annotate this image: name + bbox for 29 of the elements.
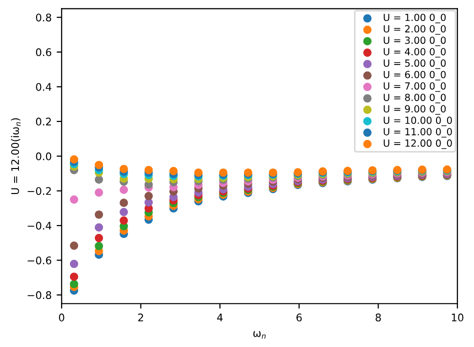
y-tick-label: −0.6 [28,256,52,264]
legend-label: U = 9.00 0_0 [384,105,446,115]
x-tick-label: 2 [138,314,144,322]
x-tick-label: 4 [217,314,223,322]
y-tick-label: 0.4 [36,82,52,91]
legend-label: U = 8.00 0_0 [384,94,446,104]
y-axis-title: U = 12.00(iω$_{n}$) [10,118,21,194]
legend-label: U = 3.00 0_0 [384,36,446,46]
legend-label: U = 7.00 0_0 [384,82,446,92]
y-tick-label: 0.2 [36,118,51,126]
legend-label: U = 12.00 0_0 [384,139,452,149]
legend-label: U = 10.00 0_0 [384,116,452,126]
y-tick-label: 0.8 [36,14,52,22]
y-tick-label: −0.2 [28,187,51,195]
y-tick-label: −0.8 [28,291,52,300]
x-axis-title: ω$_{n}$ [253,331,266,339]
legend-label: U = 6.00 0_0 [384,70,446,80]
x-tick-label: 6 [296,314,302,322]
x-tick-label: 0 [58,314,64,322]
legend-label: U = 1.00 0_0 [384,14,446,24]
x-tick-label: 8 [376,314,381,322]
legend-label: U = 4.00 0_0 [384,48,446,58]
y-tick-label: 0.0 [36,152,52,160]
legend-label: U = 2.00 0_0 [384,25,446,35]
y-tick-label: −0.4 [28,222,52,230]
y-tick-label: 0.6 [36,48,52,56]
legend-label: U = 5.00 0_0 [384,59,446,69]
x-tick-label: 10 [452,314,464,322]
legend-label: U = 11.00 0_0 [384,128,452,138]
